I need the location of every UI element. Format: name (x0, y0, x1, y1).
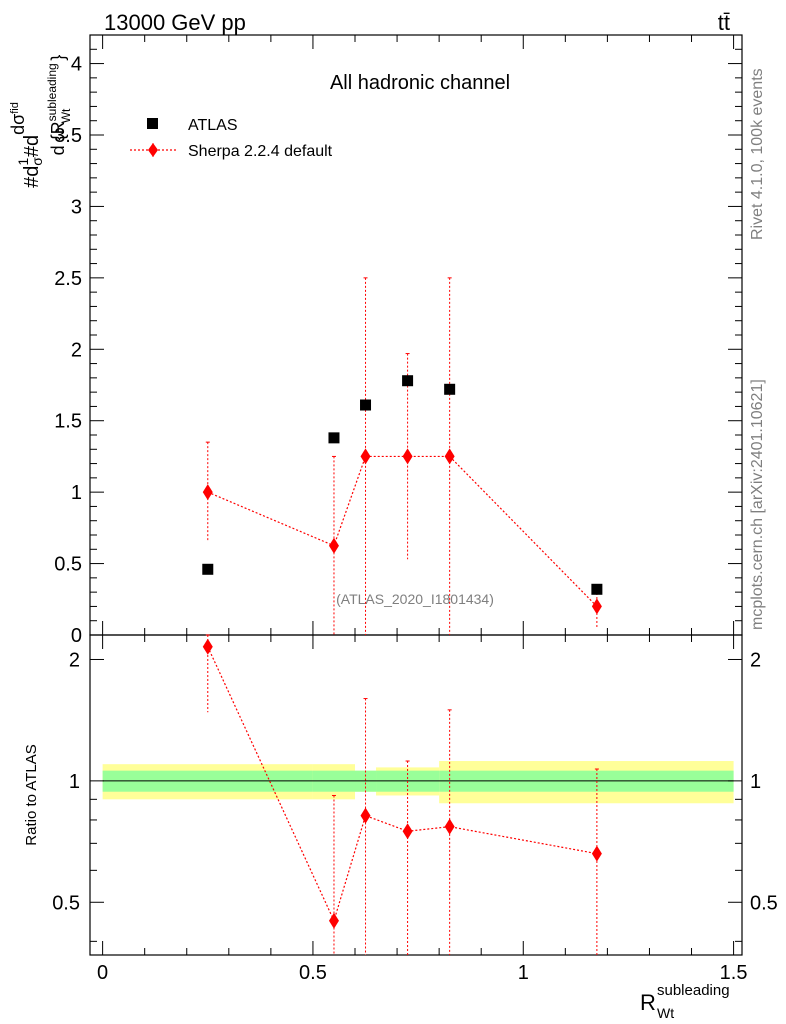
legend-atlas-label: ATLAS (188, 117, 238, 134)
ratio-ytick-label: 1 (69, 771, 80, 793)
xtick-label: 1.5 (720, 962, 748, 984)
legend: ATLAS Sherpa 2.2.4 default (130, 117, 333, 160)
xtick-label: 0.5 (299, 962, 327, 984)
sherpa-point (202, 484, 213, 501)
main-ytick-label: 0.5 (54, 554, 82, 576)
main-ylabel: #d1σ#ddσfid d {RsubleadingWt} (8, 55, 73, 188)
ratio-point (202, 638, 213, 655)
ratio-ytick-label-right: 1 (750, 771, 761, 793)
watermark: (ATLAS_2020_I1801434) (336, 591, 494, 607)
atlas-point (360, 399, 372, 411)
ratio-ytick-label-right: 0.5 (750, 892, 778, 914)
legend-sherpa-label: Sherpa 2.2.4 default (188, 143, 333, 160)
main-ytick-label: 2.5 (54, 268, 82, 290)
svg-text:#d1σ#ddσfid: #d1σ#ddσfid (8, 102, 45, 188)
atlas-point (444, 383, 456, 395)
main-ytick-label: 4 (71, 54, 82, 76)
atlas-point (591, 583, 603, 595)
ratio-ytick-label: 0.5 (52, 892, 80, 914)
ratio-ylabel: Ratio to ATLAS (23, 744, 40, 845)
energy-label: 13000 GeV pp (104, 10, 246, 35)
xtick-label: 0 (97, 962, 108, 984)
sherpa-line (207, 455, 598, 607)
chart-title: All hadronic channel (330, 72, 510, 94)
sherpa-point (402, 448, 413, 465)
ratio-point (591, 845, 602, 862)
rivet-note: Rivet 4.1.0, 100k events (749, 68, 766, 240)
process-label: tt̄ (718, 10, 730, 35)
legend-atlas-marker (147, 118, 158, 129)
axes: 0 0.5 1 1.5 2 2.5 3 3.5 4 0 0.5 1 1.5 0.5 0.5 1 1 2 2 (52, 35, 778, 984)
sherpa-point (360, 448, 371, 465)
ratio-ytick-label: 2 (69, 649, 80, 671)
main-ytick-label: 1 (71, 482, 82, 504)
ratio-point (328, 912, 339, 929)
main-ytick-label: 1.5 (54, 411, 82, 433)
atlas-point (402, 375, 414, 387)
sherpa-point (444, 448, 455, 465)
sherpa-point (591, 598, 602, 615)
main-plot-area (202, 277, 603, 635)
ratio-ytick-label-right: 2 (750, 649, 761, 671)
atlas-point (328, 432, 340, 444)
main-ytick-label: 0 (71, 625, 82, 647)
main-ytick-label: 3.5 (54, 125, 82, 147)
ratio-point (444, 818, 455, 835)
atlas-point (202, 563, 214, 575)
ratio-point (360, 807, 371, 824)
legend-sherpa-marker (148, 143, 158, 157)
ratio-frame (89, 634, 743, 956)
ratio-line (207, 646, 597, 923)
x-axis-label: R subleading Wt (640, 982, 730, 1021)
ratio-point (402, 823, 413, 840)
source-note: mcplots.cern.ch [arXiv:2401.10621] (749, 379, 766, 630)
svg-text:Wt: Wt (657, 1005, 674, 1021)
main-ytick-label: 3 (71, 196, 82, 218)
ratio-plot-area (102, 634, 734, 955)
xtick-label: 1 (518, 962, 529, 984)
svg-text:R: R (640, 990, 656, 1015)
main-ytick-label: 2 (71, 339, 82, 361)
svg-text:subleading: subleading (657, 982, 730, 999)
sherpa-point (328, 537, 339, 554)
